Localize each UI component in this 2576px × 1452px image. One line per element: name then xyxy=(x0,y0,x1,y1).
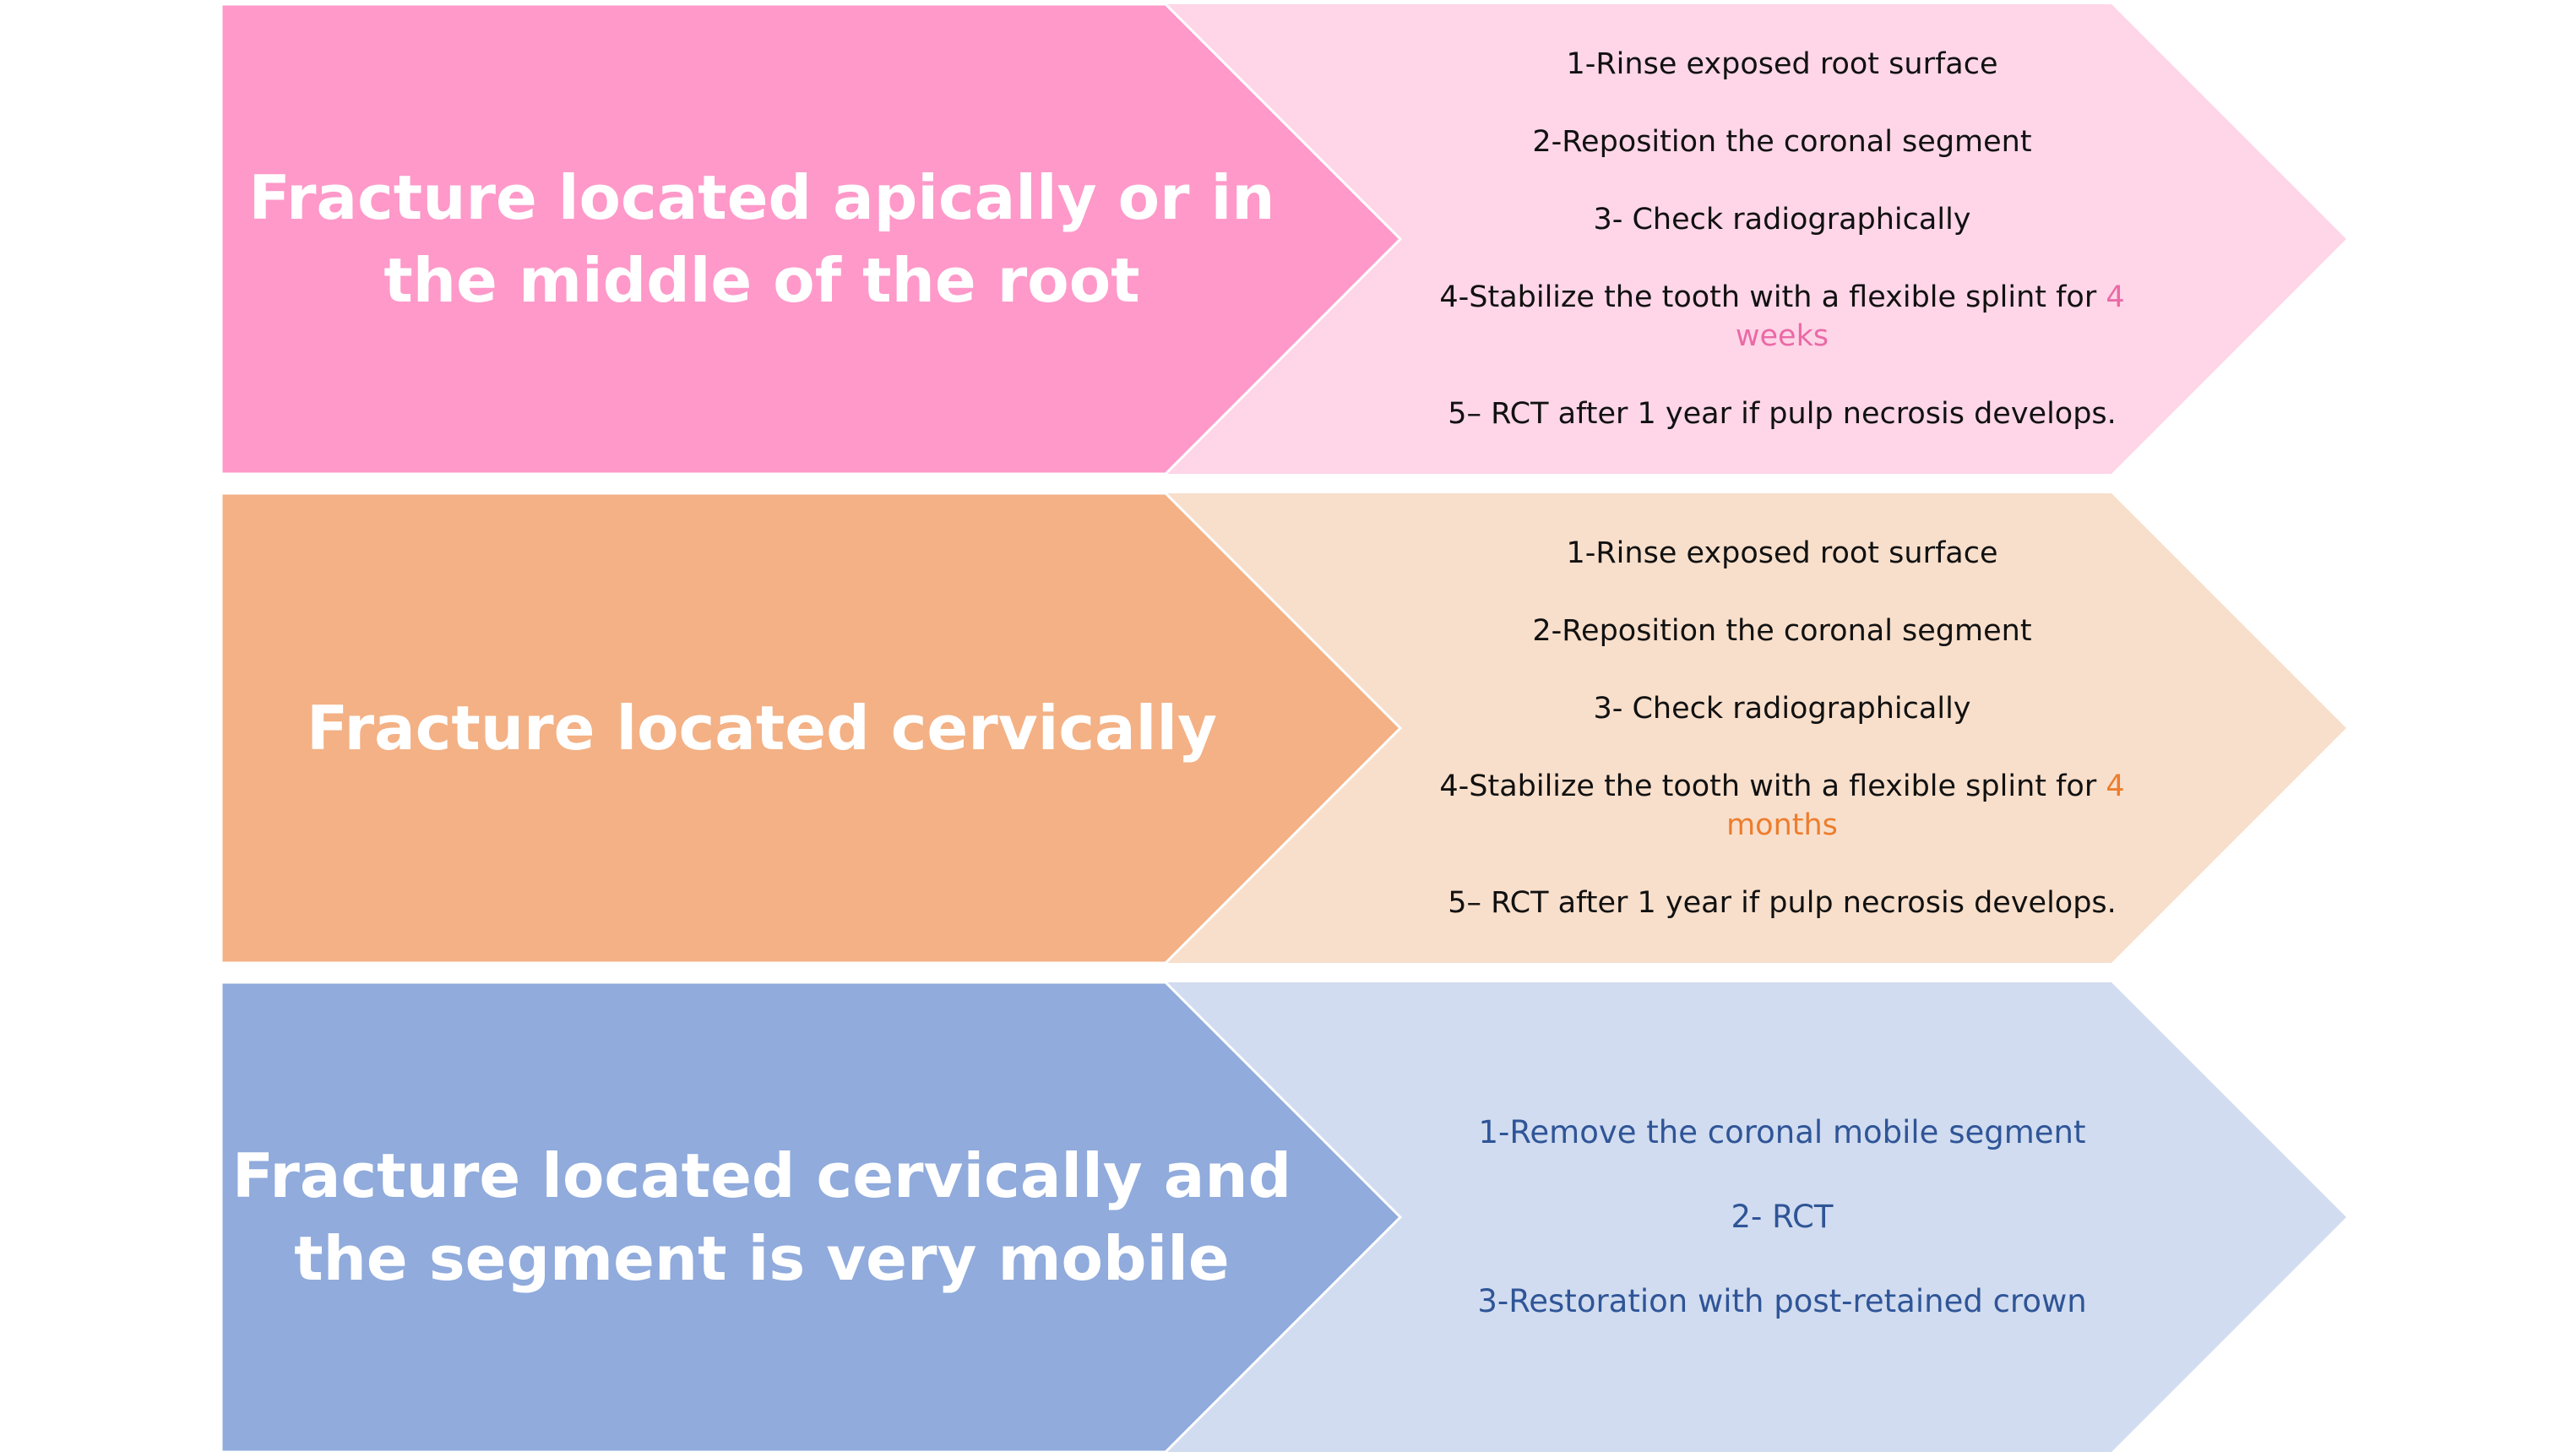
steps-chevron xyxy=(1166,982,2346,1452)
title-line: the middle of the root xyxy=(383,245,1140,316)
step-item: 3- Check radiographically xyxy=(1593,692,1971,726)
step-text: 4-Stabilize the tooth with a flexible sp… xyxy=(1439,280,2106,314)
row-shapes xyxy=(220,4,2346,474)
step-item: 3- Check radiographically xyxy=(1593,203,1971,237)
step-item: 2-Reposition the coronal segment xyxy=(1532,125,2032,159)
duration-unit: months xyxy=(1726,808,1838,842)
steps-list: 1-Rinse exposed root surface 2-Repositio… xyxy=(1318,4,2247,474)
steps-list: 1-Remove the coronal mobile segment 2- R… xyxy=(1318,982,2247,1452)
title-line: Fracture located apically or in xyxy=(248,162,1275,233)
step-item: 2-Reposition the coronal segment xyxy=(1532,614,2032,648)
title-pentagon xyxy=(220,4,1403,474)
title-line: Fracture located cervically xyxy=(307,693,1217,764)
title-line: the segment is very mobile xyxy=(294,1223,1230,1294)
step-item: 1-Remove the coronal mobile segment xyxy=(1478,1114,2086,1150)
steps-chevron xyxy=(1166,4,2346,474)
title-pentagon xyxy=(220,493,1403,963)
row-shapes xyxy=(220,982,2346,1452)
step-item: 1-Rinse exposed root surface xyxy=(1566,536,1998,570)
duration-number: 4 xyxy=(2106,280,2125,314)
duration-number: 4 xyxy=(2106,770,2125,803)
step-item: 3-Restoration with post-retained crown xyxy=(1477,1283,2087,1319)
step-item-splint: 4-Stabilize the tooth with a flexible sp… xyxy=(1439,767,2124,845)
row-title: Fracture located cervically and the segm… xyxy=(221,982,1302,1452)
duration-unit: weeks xyxy=(1735,319,1829,353)
row-title: Fracture located cervically xyxy=(221,493,1302,963)
step-item: 5– RCT after 1 year if pulp necrosis dev… xyxy=(1448,397,2117,431)
row-title: Fracture located apically or in the midd… xyxy=(221,4,1302,474)
step-item-splint: 4-Stabilize the tooth with a flexible sp… xyxy=(1439,278,2124,356)
step-text: 4-Stabilize the tooth with a flexible sp… xyxy=(1439,770,2106,803)
row-apical-middle: Fracture located apically or in the midd… xyxy=(0,4,2576,474)
title-line: Fracture located cervically and xyxy=(231,1140,1292,1211)
steps-list: 1-Rinse exposed root surface 2-Repositio… xyxy=(1318,493,2247,963)
step-item: 2- RCT xyxy=(1731,1199,1834,1235)
step-item: 1-Rinse exposed root surface xyxy=(1566,47,1998,81)
title-pentagon xyxy=(220,982,1403,1452)
row-cervical: Fracture located cervically 1-Rinse expo… xyxy=(0,493,2576,963)
steps-chevron xyxy=(1166,493,2346,963)
row-cervical-mobile: Fracture located cervically and the segm… xyxy=(0,982,2576,1452)
row-shapes xyxy=(220,493,2346,963)
step-item: 5– RCT after 1 year if pulp necrosis dev… xyxy=(1448,886,2117,920)
